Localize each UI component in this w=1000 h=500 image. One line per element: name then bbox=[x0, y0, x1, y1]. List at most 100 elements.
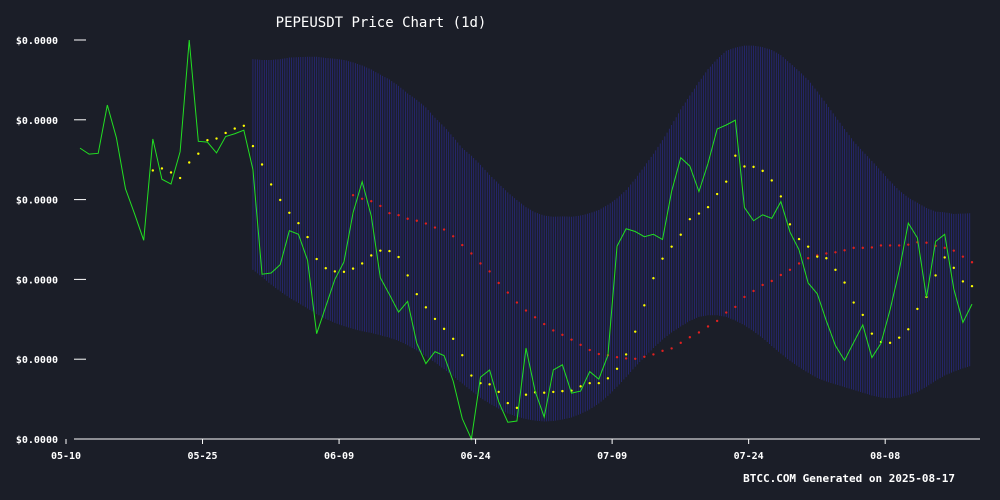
ma50-point bbox=[360, 197, 364, 201]
ma20-point bbox=[269, 183, 273, 186]
y-tick-label: $0.0000 bbox=[16, 435, 58, 446]
ma20-point bbox=[360, 262, 364, 265]
ma20-point bbox=[415, 292, 418, 296]
ma50-point bbox=[770, 279, 773, 283]
footer-text: BTCC.COM Generated on 2025-08-17 bbox=[743, 472, 955, 485]
ma20-point bbox=[242, 124, 246, 127]
ma50-point bbox=[734, 305, 737, 309]
ma20-point bbox=[743, 165, 746, 168]
ma20-point bbox=[424, 306, 428, 309]
ma50-point bbox=[825, 252, 828, 255]
ma50-point bbox=[451, 235, 455, 238]
ma20-point bbox=[770, 179, 773, 182]
ma20-point bbox=[706, 205, 710, 209]
ma50-point bbox=[634, 357, 637, 361]
ma20-point bbox=[715, 192, 719, 196]
ma20-point bbox=[870, 332, 874, 335]
price-series-line bbox=[79, 39, 973, 441]
ma20-point bbox=[588, 381, 591, 385]
ma20-point bbox=[624, 353, 628, 356]
ma50-point bbox=[752, 289, 755, 293]
band-layer bbox=[252, 45, 971, 422]
ma50-point bbox=[597, 352, 601, 356]
ma20-point bbox=[297, 221, 300, 225]
y-tick-label: $0.0000 bbox=[16, 275, 58, 286]
ma50-point bbox=[670, 347, 673, 350]
ma50-point bbox=[588, 348, 591, 352]
ma50-point bbox=[961, 255, 965, 258]
ma50-point bbox=[715, 319, 719, 323]
ma50-point bbox=[870, 246, 874, 249]
ma20-point bbox=[442, 327, 446, 331]
ma20-point bbox=[888, 341, 892, 345]
ma20-point bbox=[433, 317, 437, 321]
y-tick-label: $0.0000 bbox=[16, 355, 58, 366]
ma50-point bbox=[652, 353, 655, 356]
ma20-point bbox=[406, 274, 409, 277]
ma50-layer bbox=[351, 194, 974, 361]
y-tick-label: $0.0000 bbox=[16, 116, 58, 127]
ma20-point bbox=[597, 381, 601, 385]
x-tick-label: 07-24 bbox=[734, 451, 764, 462]
price-layer bbox=[79, 39, 973, 441]
ma20-point bbox=[916, 307, 919, 311]
ma20-point bbox=[579, 385, 582, 388]
x-tick-label: 06-24 bbox=[461, 451, 491, 462]
ma50-point bbox=[679, 341, 682, 345]
ma20-point bbox=[215, 137, 218, 140]
axes-layer: 05-10 05-25 06-09 06-24 07-09 07-24 08-08 $0.00… bbox=[16, 36, 980, 462]
ma50-point bbox=[897, 244, 901, 247]
ma20-point bbox=[634, 330, 637, 333]
ma50-point bbox=[570, 338, 573, 341]
ma50-point bbox=[743, 295, 746, 299]
ma50-point bbox=[406, 217, 409, 220]
x-tick-label: 08-08 bbox=[870, 451, 900, 462]
ma50-point bbox=[388, 211, 391, 215]
ma50-point bbox=[479, 262, 482, 265]
ma20-point bbox=[661, 257, 664, 260]
ma50-point bbox=[497, 281, 500, 285]
ma50-point bbox=[788, 268, 792, 272]
ma50-point bbox=[761, 283, 764, 287]
ma20-point bbox=[151, 169, 155, 172]
ma50-point bbox=[424, 222, 428, 225]
ma50-point bbox=[442, 228, 446, 231]
ma20-point bbox=[388, 249, 391, 253]
ma20-point bbox=[197, 152, 200, 155]
ma20-point bbox=[670, 245, 673, 248]
ma50-point bbox=[415, 219, 418, 222]
ma20-point bbox=[961, 280, 965, 283]
ma20-point bbox=[761, 169, 764, 173]
ma20-point bbox=[970, 284, 974, 288]
ma20-point bbox=[834, 268, 837, 272]
ma50-point bbox=[506, 291, 509, 294]
ma20-point bbox=[779, 195, 783, 198]
ma50-point bbox=[779, 273, 783, 277]
ma50-point bbox=[834, 251, 837, 254]
ma20-point bbox=[725, 180, 728, 183]
ma50-point bbox=[852, 246, 855, 250]
ma20-point bbox=[825, 257, 828, 260]
y-tick-label: $0.0000 bbox=[16, 36, 58, 47]
ma20-point bbox=[843, 281, 846, 284]
ma20-point bbox=[907, 328, 910, 331]
ma20-point bbox=[734, 154, 737, 157]
ma20-point bbox=[169, 171, 173, 174]
x-tick-label: 06-09 bbox=[324, 451, 354, 462]
ma50-point bbox=[351, 194, 355, 197]
ma50-point bbox=[461, 243, 464, 247]
ma20-point bbox=[251, 144, 255, 148]
ma20-point bbox=[451, 337, 455, 341]
ma20-point bbox=[288, 211, 291, 214]
ma20-point bbox=[952, 266, 955, 270]
text-layer: PEPEUSDT Price Chart (1d) BTCC.COM Gener… bbox=[276, 15, 955, 485]
ma20-point bbox=[643, 304, 646, 307]
ma50-point bbox=[488, 270, 491, 273]
ma20-point bbox=[206, 138, 209, 142]
ma20-point bbox=[806, 245, 810, 248]
ma20-point bbox=[379, 249, 382, 252]
ma20-point bbox=[506, 401, 509, 405]
ma20-point bbox=[260, 163, 264, 166]
ma50-point bbox=[470, 252, 473, 255]
